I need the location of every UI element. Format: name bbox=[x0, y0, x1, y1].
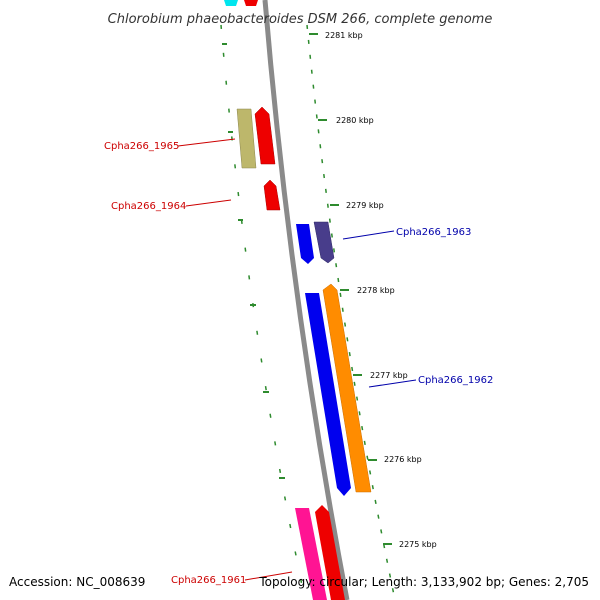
accession-text: Accession: NC_008639 bbox=[9, 575, 145, 589]
genome-backbone bbox=[262, 0, 350, 600]
tick-label: 2280 kbp bbox=[336, 116, 374, 125]
tick-label: 2281 kbp bbox=[325, 31, 363, 40]
gene-khaki[interactable] bbox=[236, 108, 257, 169]
inner-tick-marks bbox=[222, 43, 285, 479]
tick-label: 2276 kbp bbox=[384, 455, 422, 464]
leader-1961 bbox=[244, 571, 293, 581]
gene-cyan-partial[interactable] bbox=[224, 0, 238, 6]
gene-cpha266-1961[interactable] bbox=[315, 505, 345, 600]
gene-cpha266-1965[interactable] bbox=[254, 106, 276, 165]
leader-1962 bbox=[368, 379, 417, 388]
gene-label-cpha266-1964[interactable]: Cpha266_1964 bbox=[111, 201, 186, 212]
gene-pink[interactable] bbox=[295, 508, 327, 600]
leader-1964 bbox=[185, 199, 232, 207]
tick-label: 2275 kbp bbox=[399, 540, 437, 549]
gene-cpha266-1962[interactable] bbox=[322, 283, 372, 493]
leader-1965 bbox=[177, 138, 236, 147]
outer-tick-ring bbox=[306, 24, 396, 600]
gene-blue-small[interactable] bbox=[296, 224, 314, 264]
gene-label-leaders bbox=[177, 138, 417, 581]
gene-label-cpha266-1961[interactable]: Cpha266_1961 bbox=[171, 575, 246, 586]
gene-label-cpha266-1962[interactable]: Cpha266_1962 bbox=[418, 375, 493, 386]
tick-label: 2279 kbp bbox=[346, 201, 384, 210]
tick-labels: 2281 kbp 2280 kbp 2279 kbp 2278 kbp 2277… bbox=[325, 31, 437, 549]
gene-cpha266-1963[interactable] bbox=[313, 221, 335, 264]
gene-blue-long[interactable] bbox=[305, 293, 351, 496]
tick-label: 2277 kbp bbox=[370, 371, 408, 380]
map-title: Chlorobium phaeobacteroides DSM 266, com… bbox=[108, 12, 493, 27]
major-tick-marks bbox=[309, 33, 392, 545]
gene-cpha266-1964[interactable] bbox=[263, 179, 281, 211]
leader-1963 bbox=[342, 230, 395, 240]
genome-summary-text: Topology: circular; Length: 3,133,902 bp… bbox=[258, 575, 589, 589]
gene-red-partial-top[interactable] bbox=[244, 0, 258, 6]
gene-label-cpha266-1963[interactable]: Cpha266_1963 bbox=[396, 227, 471, 238]
tick-label: 2278 kbp bbox=[357, 286, 395, 295]
gene-label-cpha266-1965[interactable]: Cpha266_1965 bbox=[104, 141, 179, 152]
